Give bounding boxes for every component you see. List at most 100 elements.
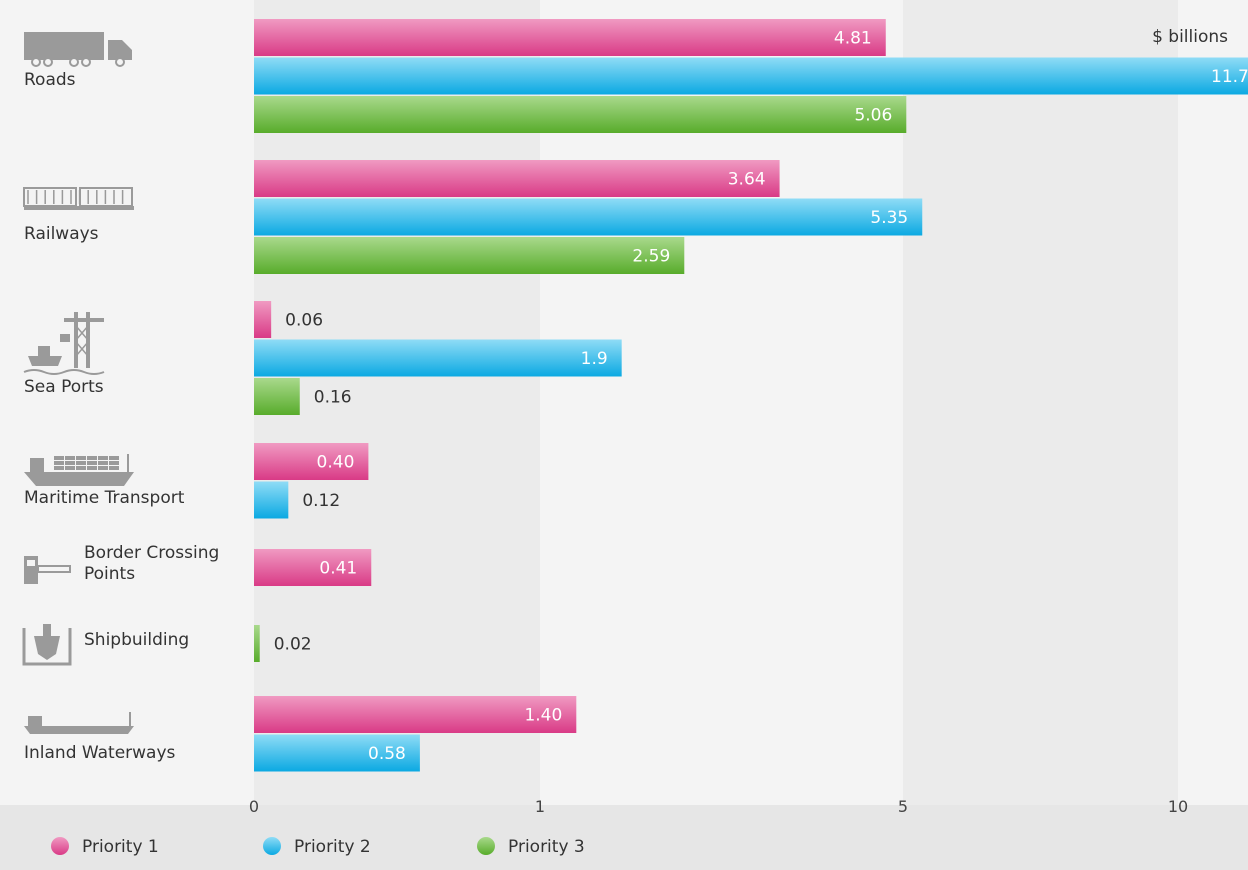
ship-container <box>54 466 64 470</box>
ship-container <box>87 461 97 465</box>
legend-label: Priority 1 <box>82 837 159 857</box>
ship-container <box>87 456 97 460</box>
truck-wheel <box>115 57 125 67</box>
category-sea-ports: Sea Ports 0.06 1.9 0.16 <box>23 301 622 415</box>
shipyard-icon <box>22 624 72 666</box>
legend-swatch-icon <box>51 837 69 855</box>
port-crane-icon <box>23 312 105 375</box>
bar-priority-3 <box>254 96 907 133</box>
bar-priority-1 <box>254 19 886 56</box>
barge-icon <box>24 712 134 734</box>
ship-container <box>54 461 64 465</box>
legend-background <box>0 805 1248 870</box>
legend-item-priority-2: Priority 2 <box>263 837 371 857</box>
crane-container <box>60 334 70 342</box>
category-label: Inland Waterways <box>24 743 176 763</box>
ship-container <box>109 466 119 470</box>
bar-priority-3 <box>254 378 300 415</box>
ship-container <box>109 461 119 465</box>
bar-priority-2 <box>254 734 420 772</box>
category-label-line: Points <box>84 564 135 584</box>
legend-label: Priority 3 <box>508 837 585 857</box>
category-label-line: Border Crossing <box>84 543 219 563</box>
bar-value-label: 0.06 <box>285 311 323 331</box>
bar-priority-1 <box>254 443 369 480</box>
ship-container <box>98 456 108 460</box>
shipyard-hull <box>34 636 60 660</box>
barrier-window <box>27 560 35 566</box>
bar-value-label: 0.12 <box>302 491 340 511</box>
container-ship-icon <box>24 454 134 486</box>
bar-value-label: 5.06 <box>854 106 892 126</box>
barrier-arm <box>37 565 71 573</box>
bar-value-label: 5.35 <box>870 208 908 228</box>
ship-container <box>76 461 86 465</box>
ship-hull <box>24 472 134 486</box>
unit-label: $ billions <box>1152 27 1228 47</box>
truck-wheel <box>69 57 79 67</box>
legend-item-priority-3: Priority 3 <box>477 837 585 857</box>
category-label: Railways <box>24 224 99 244</box>
bar-value-label: 0.40 <box>317 453 355 473</box>
category-railways: Railways 3.64 5.35 2.59 <box>23 160 923 274</box>
bar-value-label: 3.64 <box>728 170 766 190</box>
ship-container <box>98 461 108 465</box>
legend-swatch-icon <box>477 837 495 855</box>
shipyard-dock <box>22 628 72 666</box>
ship-container <box>65 456 75 460</box>
ship-container <box>87 466 97 470</box>
bar-value-label: 1.40 <box>524 706 562 726</box>
grid-band-5-10 <box>903 0 1178 805</box>
legend-item-priority-1: Priority 1 <box>51 837 159 857</box>
legend-label: Priority 2 <box>294 837 371 857</box>
bar-value-label: 4.81 <box>834 29 872 49</box>
ship-container <box>65 466 75 470</box>
x-tick-label: 5 <box>898 797 908 816</box>
bar-value-label: 1.9 <box>581 349 608 369</box>
bar-value-label: 0.58 <box>368 744 406 764</box>
bar-value-label: 11.74 <box>1211 67 1248 87</box>
bar-priority-1 <box>254 549 372 586</box>
ship-bridge <box>30 458 44 472</box>
legend: Priority 1 Priority 2 Priority 3 <box>51 837 585 857</box>
water-wave <box>23 369 105 375</box>
category-border-crossing-points: Border Crossing Points 0.41 <box>24 543 372 586</box>
ship-container <box>98 466 108 470</box>
truck-wheel <box>81 57 91 67</box>
crane-braces <box>75 325 89 357</box>
category-inland-waterways: Inland Waterways 1.40 0.58 <box>24 696 577 772</box>
category-maritime-transport: Maritime Transport 0.40 0.12 <box>24 443 369 519</box>
train-rail <box>24 206 134 210</box>
shipyard-tower <box>43 624 51 636</box>
bar-value-label: 0.16 <box>314 388 352 408</box>
border-barrier-icon <box>24 556 71 584</box>
crane-frame <box>64 312 104 368</box>
truck-wheel <box>31 57 41 67</box>
barge-hull <box>24 726 134 734</box>
truck-cab <box>108 40 132 60</box>
category-label: Border Crossing Points <box>84 543 219 584</box>
category-label: Roads <box>24 70 76 90</box>
x-tick-label: 0 <box>249 797 259 816</box>
x-tick-label: 10 <box>1168 797 1188 816</box>
barge-cabin <box>28 716 42 726</box>
port-ship <box>28 346 62 366</box>
ship-container <box>76 456 86 460</box>
truck-trailer <box>24 32 104 60</box>
truck-wheel <box>43 57 53 67</box>
category-roads: Roads 4.81 11.74 5.06 <box>24 19 1248 133</box>
bar-priority-2 <box>254 57 1248 95</box>
ship-container <box>109 456 119 460</box>
truck-icon <box>24 32 132 67</box>
legend-swatch-icon <box>263 837 281 855</box>
bar-priority-2 <box>254 198 923 236</box>
category-label: Shipbuilding <box>84 630 189 650</box>
category-shipbuilding: Shipbuilding 0.02 <box>22 624 312 666</box>
category-label: Maritime Transport <box>24 488 185 508</box>
bar-priority-1 <box>254 696 577 733</box>
grid-band-0-1 <box>254 0 540 805</box>
ship-container <box>76 466 86 470</box>
bar-priority-2 <box>254 339 622 377</box>
